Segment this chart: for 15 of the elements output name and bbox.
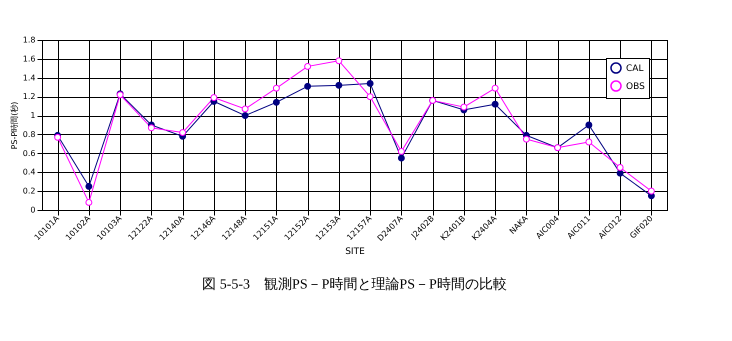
legend-label: OBS: [626, 82, 646, 92]
y-tick-label: 0.6: [22, 148, 36, 158]
y-tick-label: 1: [30, 111, 36, 120]
y-tick-label: 1.8: [22, 36, 36, 44]
y-tick-label: 1.6: [22, 54, 36, 64]
y-tick-label: 0.8: [22, 130, 36, 139]
y-tick-label: 0: [30, 206, 36, 214]
y-tick-label: 1.2: [22, 92, 36, 102]
legend-label: CAL: [626, 64, 644, 74]
y-tick-label: 0.4: [22, 168, 36, 177]
x-axis-title: SITE: [345, 246, 366, 257]
text: 図 5-5-3 観測PS－P時間と理論PS－P時間の比較: [202, 276, 507, 292]
y-tick-label: 1.4: [22, 73, 36, 82]
y-axis-title: PS-P時間(秒): [10, 102, 19, 150]
y-tick-label: 0.2: [22, 186, 36, 196]
